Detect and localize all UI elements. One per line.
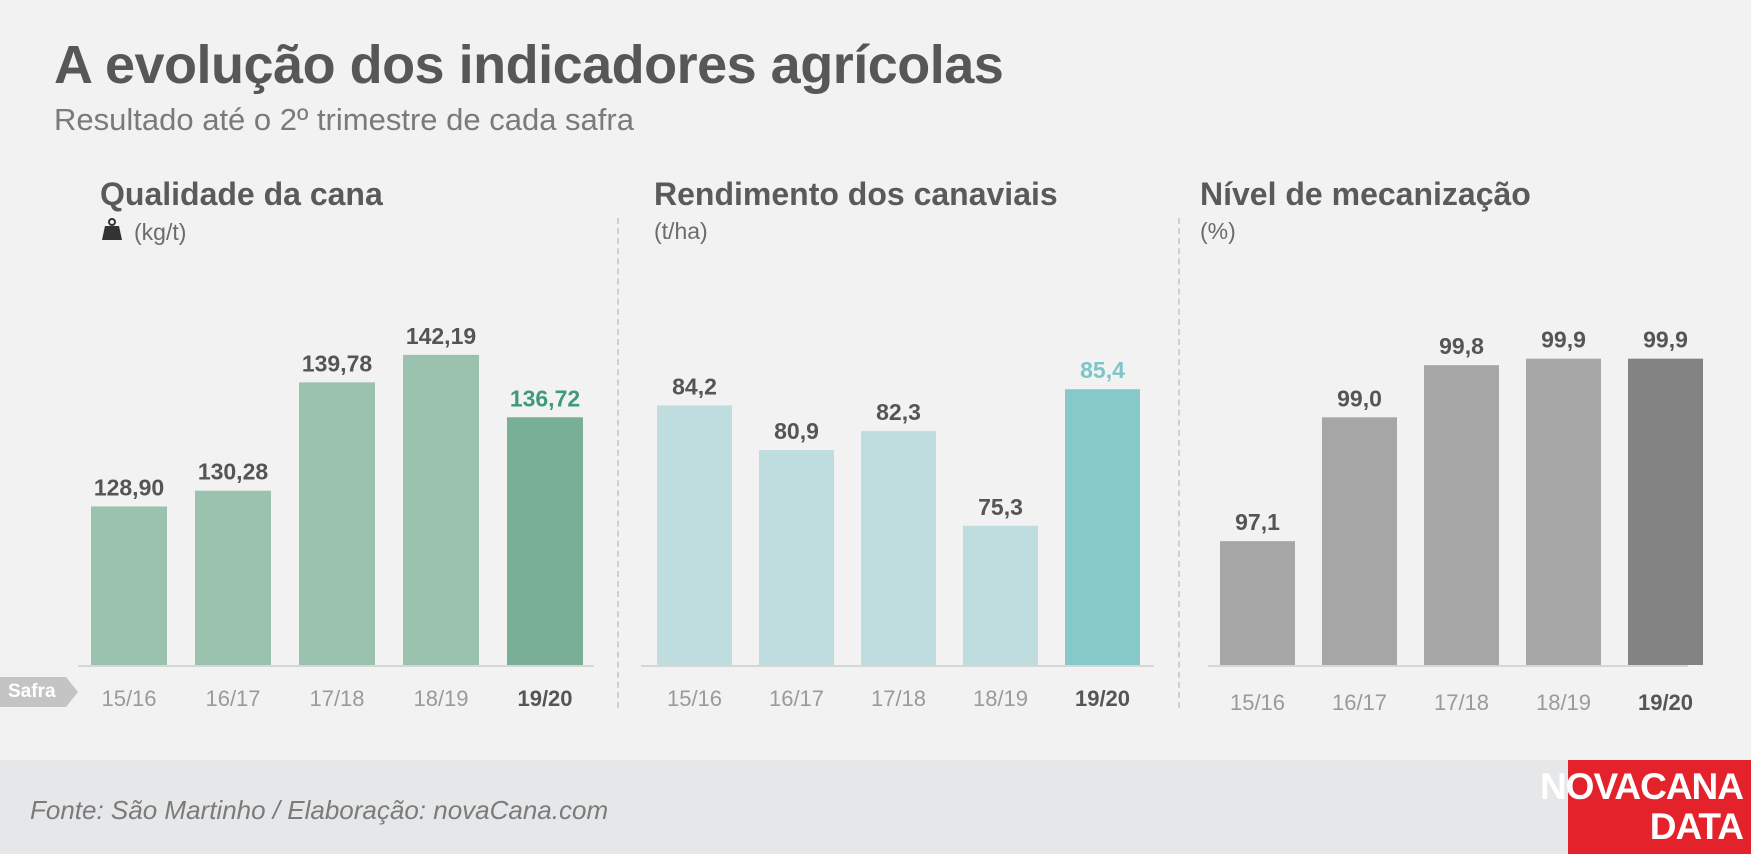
bar-16/17 xyxy=(195,490,271,665)
chart-title: Rendimento dos canaviais xyxy=(654,176,1058,212)
category-label: 15/16 xyxy=(667,686,722,711)
bar-chart-rendimento: 84,2 15/16 80,9 16/17 82,3 17/18 75,3 18/19 85,4… xyxy=(641,357,1154,711)
footer xyxy=(0,760,1751,854)
chart-unit: (kg/t) xyxy=(134,218,187,245)
chart-unit: (%) xyxy=(1200,218,1236,244)
data-label: 84,2 xyxy=(672,373,717,399)
bar-19/20 xyxy=(507,417,583,665)
bar-19/20 xyxy=(1065,389,1140,665)
bar-16/17 xyxy=(759,450,834,665)
chart-unit: (t/ha) xyxy=(654,218,708,244)
bar-19/20 xyxy=(1628,358,1703,665)
data-label: 142,19 xyxy=(406,323,476,349)
weight-icon xyxy=(102,218,122,246)
chart-panel-mecanizacao: Nível de mecanização (%) 97,1 15/16 99,0 16… xyxy=(1200,176,1703,715)
source-note: Fonte: São Martinho / Elaboração: novaCa… xyxy=(30,795,609,825)
category-label: 16/17 xyxy=(205,686,260,711)
category-label: 18/19 xyxy=(973,686,1028,711)
category-label: 19/20 xyxy=(517,686,572,711)
data-label: 136,72 xyxy=(510,385,580,411)
data-label: 99,8 xyxy=(1439,333,1484,359)
chart-panel-qualidade: Qualidade da cana (kg/t) 128,90 15/16 130,… xyxy=(0,0,620,740)
data-label: 80,9 xyxy=(774,418,819,444)
category-label: 17/18 xyxy=(309,686,364,711)
brand-logo-line2: DATA xyxy=(1649,806,1744,847)
bar-chart-qualidade: 128,90 15/16 130,28 16/17 139,78 17/18 142,19 1… xyxy=(78,323,594,711)
bar-chart-mecanizacao: 97,1 15/16 99,0 16/17 99,8 17/18 99,9 18/19 99,9… xyxy=(1208,327,1703,715)
data-label: 139,78 xyxy=(302,350,373,376)
category-label: 17/18 xyxy=(871,686,926,711)
panel-divider xyxy=(1178,218,1180,708)
category-label: 19/20 xyxy=(1075,686,1130,711)
data-label: 99,0 xyxy=(1337,385,1382,411)
safra-tag-shape xyxy=(0,677,78,707)
category-label: 18/19 xyxy=(1536,690,1591,715)
category-label: 19/20 xyxy=(1638,690,1693,715)
category-label: 16/17 xyxy=(1332,690,1387,715)
bar-18/19 xyxy=(403,354,479,665)
data-label: 130,28 xyxy=(198,459,269,485)
bar-17/18 xyxy=(1424,365,1499,665)
category-label: 17/18 xyxy=(1434,690,1489,715)
panel-divider xyxy=(617,218,619,708)
data-label: 85,4 xyxy=(1080,357,1125,383)
brand-logo-line1: NOVACANA xyxy=(1539,766,1744,807)
bar-15/16 xyxy=(91,506,167,665)
brand-logo: NOVACANA DATA xyxy=(1540,760,1751,854)
data-label: 99,9 xyxy=(1643,327,1688,353)
bar-17/18 xyxy=(861,431,936,665)
chart-panel-rendimento: Rendimento dos canaviais (t/ha) 84,2 15/1… xyxy=(641,176,1154,711)
data-label: 82,3 xyxy=(876,399,921,425)
bar-15/16 xyxy=(657,405,732,665)
chart-unit-row: (kg/t) xyxy=(102,218,186,246)
x-axis-tag: Safra xyxy=(8,681,56,702)
data-label: 97,1 xyxy=(1235,509,1280,535)
data-label: 75,3 xyxy=(978,494,1023,520)
category-label: 16/17 xyxy=(769,686,824,711)
chart-unit-row: (t/ha) xyxy=(654,218,708,245)
page-title: A evolução dos indicadores agrícolas xyxy=(54,35,1004,95)
chart-title: Nível de mecanização xyxy=(1200,176,1531,212)
bar-17/18 xyxy=(299,382,375,665)
bar-15/16 xyxy=(1220,541,1295,665)
category-label: 18/19 xyxy=(413,686,468,711)
page-subtitle: Resultado até o 2º trimestre de cada saf… xyxy=(54,102,634,137)
bar-16/17 xyxy=(1322,417,1397,665)
bar-18/19 xyxy=(1526,358,1601,665)
chart-unit-row: (%) xyxy=(1200,218,1236,245)
data-label: 128,90 xyxy=(94,474,164,500)
chart-title: Qualidade da cana xyxy=(100,176,383,212)
category-label: 15/16 xyxy=(1230,690,1285,715)
bar-18/19 xyxy=(963,525,1038,665)
category-label: 15/16 xyxy=(101,686,156,711)
data-label: 99,9 xyxy=(1541,327,1586,353)
